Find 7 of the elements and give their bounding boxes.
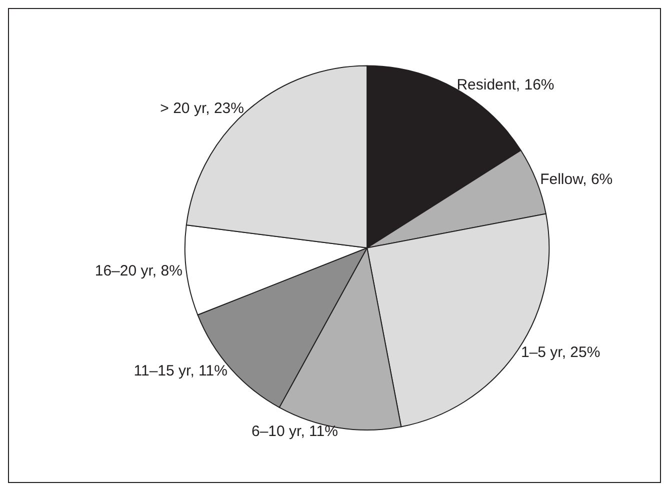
slice-label: Resident, 16%: [456, 76, 554, 94]
slice-label: 6–10 yr, 11%: [251, 423, 338, 440]
slice-label: > 20 yr, 23%: [160, 100, 244, 117]
slice-label: 11–15 yr, 11%: [134, 362, 228, 380]
slice-label: 16–20 yr, 8%: [94, 262, 182, 280]
slice-label: Fellow, 6%: [540, 170, 613, 188]
slice-label: 1–5 yr, 25%: [520, 344, 600, 361]
